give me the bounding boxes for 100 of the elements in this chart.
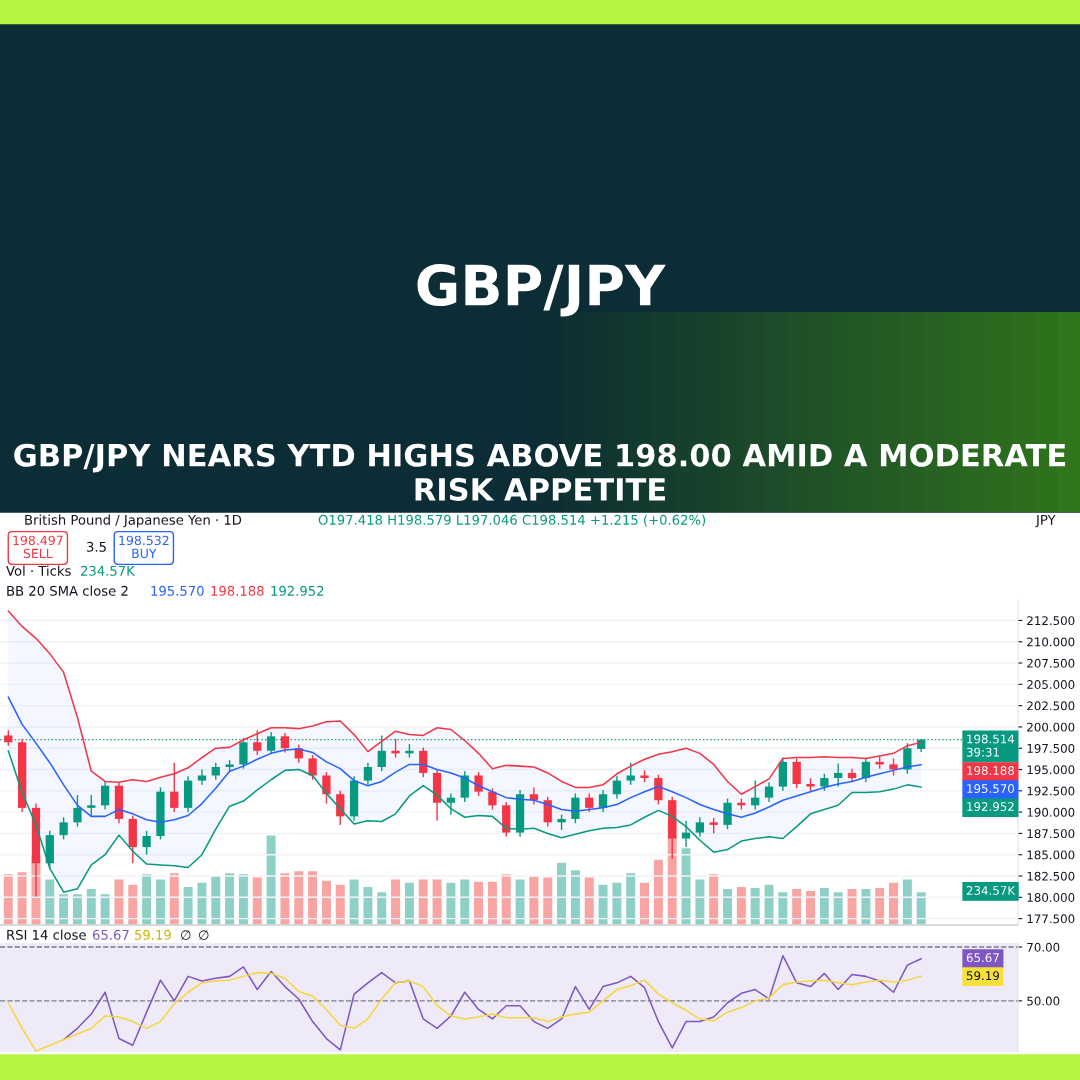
y-tick-label: 202.500 xyxy=(1027,701,1075,711)
bar xyxy=(2,872,15,925)
candlestick xyxy=(100,780,110,811)
text: 3.5 xyxy=(87,541,106,552)
candlestick xyxy=(695,816,705,838)
candlestick xyxy=(903,742,912,775)
chart-subtitle: GBP/JPY NEARS YTD HIGHS ABOVE 198.00 AMID A MODERATE RISK APPETITE xyxy=(14,443,1066,501)
bar xyxy=(790,887,803,925)
bar xyxy=(292,869,305,925)
candlestick xyxy=(460,770,469,803)
bar xyxy=(431,878,443,925)
candlestick xyxy=(654,773,663,806)
text: 234.57K xyxy=(80,565,136,576)
bar xyxy=(749,886,762,925)
text: 59.19 xyxy=(135,929,171,940)
candlestick xyxy=(723,797,732,830)
candlestick xyxy=(308,754,317,781)
bar xyxy=(85,887,98,925)
bar xyxy=(417,878,430,925)
text: 198.188 xyxy=(967,766,1015,776)
text: O197.418 H198.579 L197.046 C198.514 +1.215 (+0.62%) xyxy=(318,514,706,527)
candlestick xyxy=(598,789,608,813)
y-tick-label: 192.500 xyxy=(1027,786,1075,796)
bar xyxy=(763,883,775,925)
candlestick xyxy=(626,762,635,786)
bar xyxy=(693,878,706,925)
text: ∅ xyxy=(181,930,191,940)
text: ∅ xyxy=(199,930,209,940)
bar xyxy=(251,876,264,925)
candlestick xyxy=(253,729,262,756)
bar xyxy=(126,883,139,925)
bar xyxy=(514,878,526,925)
bar xyxy=(99,892,112,925)
line-series xyxy=(7,696,922,824)
text: 198.497 SELL xyxy=(13,535,63,559)
candlestick xyxy=(239,737,248,770)
y-tick-label: 212.500 xyxy=(1027,616,1075,626)
candlestick xyxy=(280,732,290,754)
bar xyxy=(445,881,457,925)
text: 198.188 xyxy=(211,585,264,596)
y-tick-label: 197.500 xyxy=(1027,743,1075,753)
bar xyxy=(334,883,347,925)
bar xyxy=(915,890,928,925)
bar xyxy=(182,885,194,925)
bar xyxy=(735,885,748,925)
candlestick xyxy=(585,792,594,813)
bar xyxy=(362,885,374,925)
text: 192.952 xyxy=(967,802,1014,812)
y-tick-label: 187.500 xyxy=(1027,829,1075,839)
candlestick xyxy=(322,771,331,805)
text: RSI 14 close xyxy=(7,929,86,940)
text: 195.570 xyxy=(151,585,204,596)
text: 195.570 xyxy=(967,784,1015,794)
bar xyxy=(348,878,360,925)
bar xyxy=(583,876,596,925)
y-tick-label: 207.500 xyxy=(1027,658,1075,668)
y-tick-label: 190.000 xyxy=(1027,807,1075,817)
text: 234.57K xyxy=(966,885,1016,895)
bar xyxy=(196,881,208,925)
text: 59.19 xyxy=(966,971,999,981)
chart-title: GBP/JPY xyxy=(417,264,666,317)
y-tick-label: 195.000 xyxy=(1027,765,1075,775)
candlestick xyxy=(142,830,151,856)
candlestick xyxy=(612,775,622,800)
bar xyxy=(624,871,637,925)
candlestick xyxy=(488,787,497,811)
bar xyxy=(597,883,609,925)
bar xyxy=(776,890,789,925)
candlestick xyxy=(446,792,456,816)
y-tick-label: 200.000 xyxy=(1027,722,1075,732)
text: BB 20 SMA close 2 xyxy=(7,585,128,596)
bar xyxy=(57,892,70,925)
text: 198.532 BUY xyxy=(119,535,169,559)
bar xyxy=(500,872,513,925)
candlestick xyxy=(73,794,82,828)
bar xyxy=(707,872,720,925)
bar xyxy=(873,886,886,925)
text: 65.67 xyxy=(966,953,999,963)
bar xyxy=(113,878,125,925)
line-series xyxy=(7,750,922,893)
y-tick-label: 70.00 xyxy=(1027,942,1060,952)
y-tick-label: 50.00 xyxy=(1027,996,1060,1006)
candlestick xyxy=(792,757,801,789)
candlestick xyxy=(363,762,373,786)
text: JPY xyxy=(1035,515,1056,528)
y-tick-label: 180.000 xyxy=(1027,893,1075,902)
text: 65.67 xyxy=(92,929,129,940)
y-tick-label: 210.000 xyxy=(1027,637,1075,647)
bar xyxy=(832,890,845,925)
bar xyxy=(846,887,858,925)
candlestick xyxy=(59,816,68,841)
text: 192.952 xyxy=(271,585,324,596)
bar xyxy=(611,881,623,925)
bar xyxy=(16,870,29,925)
candlestick xyxy=(419,746,428,778)
y-tick-label: 177.500 xyxy=(1027,914,1075,924)
bar xyxy=(541,876,554,925)
bar xyxy=(265,834,277,925)
text: Vol · Ticks xyxy=(6,565,71,576)
bar xyxy=(43,878,56,925)
